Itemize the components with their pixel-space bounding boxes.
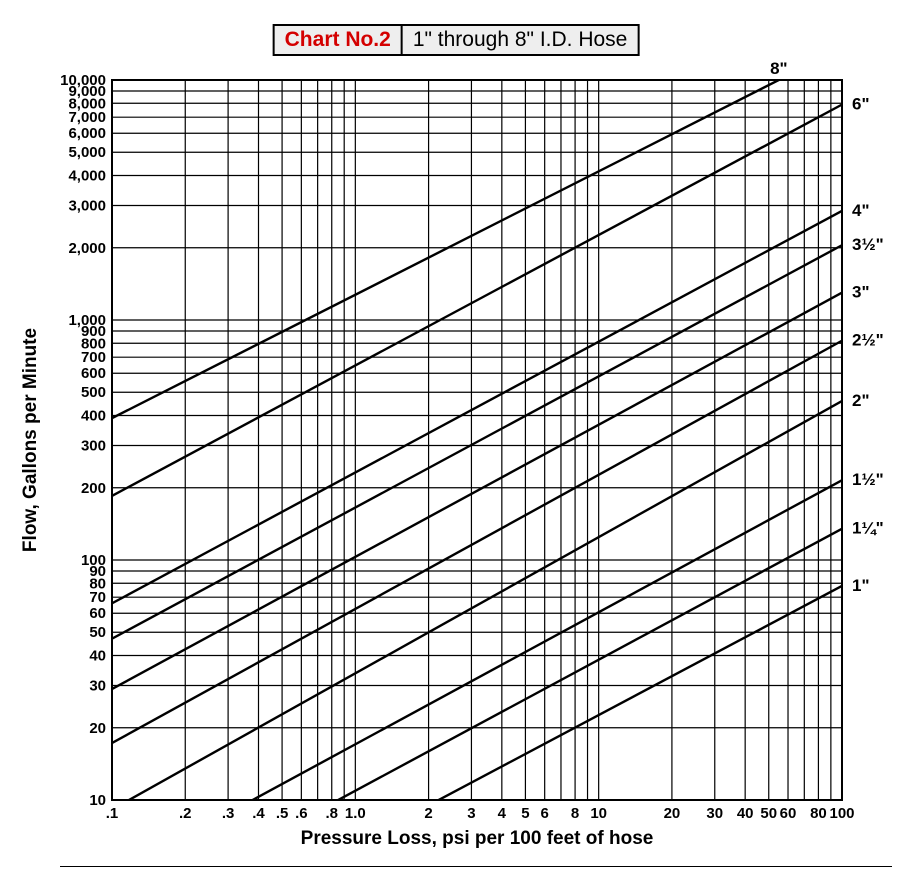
series-line (0, 60, 912, 860)
series-line (0, 60, 912, 860)
x-tick-label: 50 (760, 805, 777, 822)
x-tick-label: 10 (590, 805, 607, 822)
y-tick-label: 40 (89, 648, 106, 665)
y-tick-label: 3,000 (68, 197, 106, 214)
x-tick-label: .6 (295, 805, 308, 822)
pressure-flow-chart: .1.2.3.4.5.6.81.023456810203040506080100… (0, 60, 912, 860)
chart-container: Chart No.2 1" through 8" I.D. Hose .1 .2.… (0, 0, 912, 886)
x-tick-label: 100 (829, 805, 854, 822)
y-tick-label: 400 (81, 408, 106, 425)
series-label: 6" (852, 95, 870, 114)
x-tick-label: .2 (179, 805, 192, 822)
series-label: 1" (852, 576, 870, 595)
series-label: 3" (852, 283, 870, 302)
y-tick-label: 30 (89, 677, 106, 694)
series-line (0, 60, 912, 860)
y-tick-label: 60 (89, 605, 106, 622)
y-tick-label: 200 (81, 480, 106, 497)
x-axis-label: Pressure Loss, psi per 100 feet of hose (301, 828, 654, 849)
x-tick-label: 8 (571, 805, 579, 822)
series-label: 4" (852, 201, 870, 220)
series-line (0, 60, 912, 860)
chart-title-left: Chart No.2 (275, 26, 403, 54)
x-tick-label: 30 (706, 805, 723, 822)
x-tick-label: 4 (498, 805, 507, 822)
series-line (0, 60, 912, 860)
y-tick-label: 10,000 (60, 72, 106, 89)
series-label: 3½" (852, 235, 884, 254)
series-label: 8" (770, 60, 788, 78)
chart-title-box: Chart No.2 1" through 8" I.D. Hose (273, 24, 640, 56)
series-line (0, 60, 912, 860)
x-tick-label: 20 (664, 805, 681, 822)
x-tick-label: .3 (222, 805, 235, 822)
x-tick-label: .1 (106, 805, 119, 822)
y-tick-label: 4,000 (68, 168, 106, 185)
y-tick-label: 1,000 (68, 312, 106, 329)
series-label: 2½" (852, 331, 884, 350)
y-tick-label: 10 (89, 792, 106, 809)
bottom-rule (60, 866, 892, 867)
series-label: 1½" (852, 470, 884, 489)
series-line (0, 60, 912, 860)
x-tick-label: 1.0 (345, 805, 366, 822)
y-tick-label: 600 (81, 365, 106, 382)
x-tick-label: 40 (737, 805, 754, 822)
series-label: 2" (852, 391, 870, 410)
y-tick-label: 500 (81, 384, 106, 401)
x-tick-label: .4 (252, 805, 265, 822)
x-tick-label: 3 (467, 805, 475, 822)
y-tick-label: 100 (81, 552, 106, 569)
series-line (0, 60, 912, 860)
y-tick-label: 5,000 (68, 144, 106, 161)
x-tick-label: 6 (541, 805, 549, 822)
y-axis-label: Flow, Gallons per Minute (20, 328, 41, 552)
y-tick-label: 20 (89, 720, 106, 737)
series-label: 1¼" (852, 519, 884, 538)
y-tick-label: 2,000 (68, 240, 106, 257)
x-tick-label: 5 (521, 805, 529, 822)
x-tick-label: .8 (325, 805, 338, 822)
x-tick-label: .5 (276, 805, 289, 822)
y-tick-label: 50 (89, 624, 106, 641)
series-line (0, 60, 912, 860)
x-tick-label: 60 (780, 805, 797, 822)
y-tick-label: 300 (81, 437, 106, 454)
chart-title-right: 1" through 8" I.D. Hose (403, 26, 638, 54)
x-tick-label: 2 (424, 805, 432, 822)
y-tick-label: 6,000 (68, 125, 106, 142)
x-tick-label: 80 (810, 805, 827, 822)
series-line (0, 60, 912, 860)
